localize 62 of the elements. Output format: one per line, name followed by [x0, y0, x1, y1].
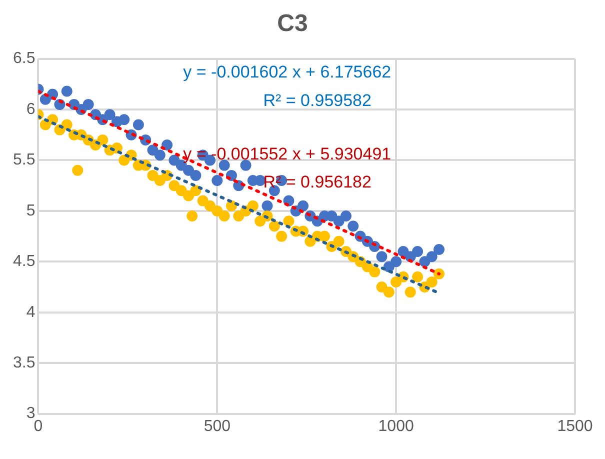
- point: [82, 98, 94, 110]
- annotation: R² = 0.959582: [263, 91, 372, 110]
- x-tick-label: 500: [204, 418, 231, 435]
- point: [132, 119, 144, 130]
- point: [369, 266, 380, 278]
- y-tick-label: 6.5: [12, 50, 36, 68]
- point: [262, 200, 273, 212]
- y-tick-label: 3: [26, 405, 36, 422]
- point: [298, 200, 309, 212]
- point: [190, 170, 202, 181]
- chart-title: C3: [277, 10, 308, 38]
- point: [340, 210, 352, 222]
- point: [283, 216, 294, 227]
- point: [426, 276, 438, 288]
- point: [72, 164, 84, 176]
- point: [240, 160, 252, 171]
- point: [233, 210, 244, 222]
- point: [186, 210, 198, 222]
- x-tick-label: 1500: [557, 418, 593, 435]
- point: [254, 216, 266, 227]
- point: [61, 119, 72, 130]
- point: [390, 256, 402, 268]
- point: [247, 200, 258, 212]
- point: [218, 160, 230, 171]
- point: [383, 286, 394, 298]
- point: [183, 164, 194, 176]
- point: [162, 140, 173, 151]
- point: [276, 230, 288, 242]
- x-tick-label: 0: [34, 418, 43, 435]
- y-tick-label: 3.5: [12, 354, 36, 372]
- y-tick-label: 5: [26, 202, 36, 220]
- point: [412, 271, 424, 282]
- point: [104, 109, 116, 120]
- point: [404, 286, 416, 298]
- point: [333, 236, 344, 247]
- y-tick-label: 6: [26, 100, 36, 118]
- point: [376, 251, 388, 262]
- point: [168, 180, 180, 192]
- point: [218, 210, 230, 222]
- point: [154, 150, 166, 161]
- x-tick-label: 1000: [378, 418, 414, 435]
- y-tick-label: 5.5: [12, 152, 36, 169]
- point: [204, 200, 216, 212]
- point: [212, 175, 223, 186]
- point: [376, 282, 388, 293]
- point: [390, 276, 402, 288]
- y-tick-label: 4: [26, 304, 36, 321]
- point: [348, 220, 359, 232]
- point: [434, 244, 445, 255]
- point: [176, 185, 187, 196]
- annotation: y = -0.001602 x + 6.175662: [183, 62, 392, 82]
- point: [212, 205, 223, 216]
- y-tick-label: 4.5: [12, 253, 36, 270]
- point: [412, 246, 424, 258]
- point: [97, 134, 108, 146]
- point: [118, 114, 130, 126]
- point: [426, 251, 438, 262]
- point: [154, 175, 166, 186]
- point: [319, 230, 330, 242]
- point: [190, 185, 202, 196]
- point: [268, 220, 280, 232]
- point: [61, 86, 72, 97]
